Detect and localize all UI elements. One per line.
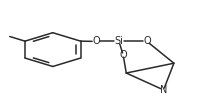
Text: Si: Si [114, 36, 123, 46]
Text: O: O [143, 36, 150, 46]
Text: O: O [119, 50, 126, 60]
Text: N: N [159, 85, 166, 95]
Text: O: O [92, 36, 99, 46]
